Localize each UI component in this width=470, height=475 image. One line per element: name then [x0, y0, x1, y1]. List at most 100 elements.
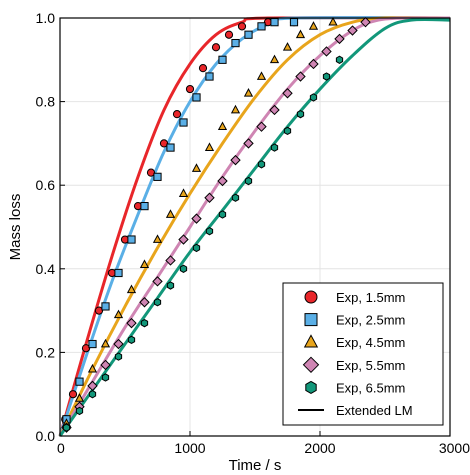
- data-point-s2-13: [230, 104, 241, 114]
- data-point-s3-12: [217, 175, 228, 187]
- data-point-s3-11: [204, 192, 215, 203]
- y-tick-label: 0.6: [36, 177, 56, 193]
- data-point-s1-6: [140, 202, 149, 211]
- data-point-s2-9: [178, 188, 189, 197]
- data-point-s3-13: [230, 154, 241, 166]
- y-axis-title: Mass loss: [7, 194, 24, 261]
- data-point-s0-7: [146, 168, 156, 177]
- data-point-s4-7: [153, 298, 162, 307]
- data-point-s4-21: [335, 55, 344, 64]
- data-point-s3-4: [113, 338, 124, 350]
- data-point-s2-6: [139, 259, 150, 268]
- data-point-s3-15: [256, 121, 267, 132]
- data-point-s4-18: [296, 109, 305, 119]
- data-point-s1-5: [127, 235, 136, 244]
- data-point-s3-20: [321, 46, 332, 57]
- data-point-s4-0: [62, 423, 71, 432]
- data-point-s2-12: [217, 121, 228, 131]
- data-point-s4-9: [179, 264, 188, 273]
- y-tick-label: 0.8: [36, 94, 56, 110]
- data-point-s4-10: [192, 243, 201, 253]
- data-point-s4-11: [205, 227, 214, 236]
- legend-label: Exp, 5.5mm: [336, 358, 405, 373]
- data-point-s3-10: [191, 213, 202, 224]
- data-point-s0-2: [81, 344, 91, 353]
- data-point-s3-7: [152, 276, 163, 287]
- data-point-s3-8: [165, 255, 176, 266]
- data-point-s2-5: [126, 284, 137, 294]
- data-point-s1-17: [289, 18, 299, 27]
- legend-label: Extended LM: [336, 403, 413, 418]
- data-point-s0-10: [185, 84, 195, 94]
- data-point-s3-3: [100, 359, 111, 371]
- data-point-s1-12: [218, 55, 227, 64]
- data-point-s2-7: [152, 234, 163, 243]
- data-point-s4-4: [114, 352, 123, 361]
- data-point-s4-20: [322, 72, 331, 81]
- data-point-s3-16: [269, 104, 280, 116]
- legend-label: Exp, 4.5mm: [336, 335, 405, 350]
- legend-box: [282, 282, 444, 426]
- y-tick-label: 0.2: [36, 344, 56, 360]
- data-point-s3-5: [126, 317, 137, 329]
- data-point-s1-16: [270, 18, 279, 27]
- data-point-s1-9: [179, 118, 188, 127]
- data-point-s2-4: [113, 309, 124, 319]
- data-point-s4-6: [140, 318, 149, 328]
- data-point-s3-19: [308, 58, 319, 70]
- data-point-s3-23: [360, 16, 371, 28]
- data-point-s3-17: [282, 88, 293, 99]
- legend-marker-3: [302, 356, 320, 374]
- data-point-s4-17: [283, 126, 292, 136]
- data-point-s3-6: [139, 297, 150, 308]
- x-axis-title: Time / s: [229, 457, 282, 474]
- data-point-s2-1: [74, 393, 85, 402]
- data-point-s2-18: [295, 29, 306, 39]
- y-tick-label: 1.0: [36, 10, 56, 26]
- data-point-s1-1: [75, 377, 84, 386]
- data-point-s2-8: [165, 209, 176, 218]
- data-point-s2-14: [243, 88, 254, 97]
- experiment-markers: [61, 16, 371, 433]
- data-point-s2-10: [191, 163, 202, 172]
- legend-label: Exp, 2.5mm: [336, 313, 405, 328]
- data-point-s4-5: [127, 335, 136, 345]
- data-point-s0-1: [68, 390, 78, 399]
- data-point-s4-12: [218, 210, 227, 219]
- data-point-s2-16: [269, 54, 280, 64]
- data-point-s4-16: [270, 143, 279, 152]
- legend: Exp, 1.5mm Exp, 2.5mm Exp, 4.5mm Exp, 5.5mm…: [282, 282, 444, 426]
- data-point-s0-12: [211, 43, 221, 52]
- legend-marker-4: [305, 380, 317, 394]
- y-tick-label: 0.4: [36, 261, 56, 277]
- x-tick-label: 1000: [174, 440, 205, 456]
- axis-ticks: 0 1000 2000 3000 0.0 0.2 0.4 0.6 0.8 1.0: [36, 10, 470, 456]
- legend-marker-0: [304, 290, 318, 304]
- x-tick-label: 3000: [439, 440, 470, 456]
- data-point-s4-14: [244, 176, 253, 186]
- data-point-s0-11: [198, 64, 208, 73]
- data-point-s3-22: [347, 25, 358, 36]
- data-point-s2-20: [328, 16, 338, 26]
- data-point-s3-18: [295, 71, 306, 82]
- data-point-s1-3: [101, 302, 110, 311]
- data-point-s4-2: [88, 390, 97, 399]
- data-point-s3-21: [334, 33, 345, 45]
- data-point-s1-10: [192, 93, 201, 102]
- data-point-s4-1: [75, 406, 84, 416]
- data-point-s2-17: [282, 42, 293, 51]
- data-point-s3-9: [178, 234, 189, 245]
- data-point-s4-8: [166, 281, 175, 290]
- data-point-s2-15: [256, 71, 267, 80]
- legend-label: Exp, 6.5mm: [336, 380, 405, 395]
- legend-label: Exp, 1.5mm: [336, 290, 405, 305]
- data-point-s2-3: [100, 338, 111, 348]
- data-point-s1-7: [153, 172, 162, 181]
- data-point-s0-13: [224, 30, 234, 39]
- data-point-s1-2: [88, 339, 97, 349]
- x-tick-label: 0: [57, 440, 65, 456]
- legend-marker-2: [303, 334, 319, 348]
- data-point-s2-11: [204, 142, 215, 151]
- data-point-s4-15: [257, 160, 266, 169]
